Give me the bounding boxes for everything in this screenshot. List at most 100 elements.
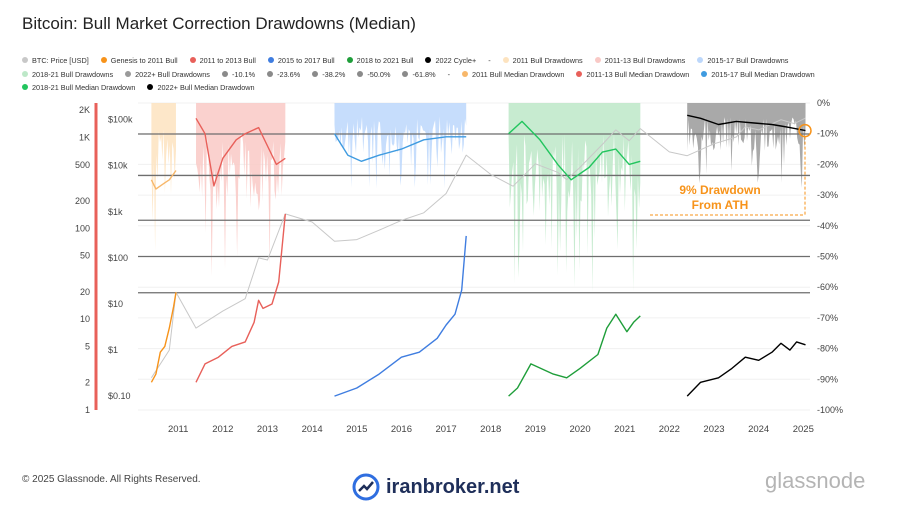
series-line bbox=[150, 292, 177, 383]
legend-label: 2011 to 2013 Bull bbox=[199, 56, 256, 65]
legend-label: - bbox=[488, 56, 491, 65]
legend-swatch-icon bbox=[402, 70, 409, 77]
legend-swatch-icon bbox=[357, 70, 364, 77]
brand-center-text: iranbroker.net bbox=[386, 475, 520, 498]
right-axis-tick-label: -80% bbox=[817, 344, 838, 354]
legend-swatch-icon bbox=[697, 57, 704, 64]
legend-item[interactable]: 2022 Cycle+ bbox=[425, 54, 476, 68]
right-axis-tick-label: -10% bbox=[817, 129, 838, 139]
drawdown-area bbox=[508, 103, 641, 292]
legend-swatch-icon bbox=[701, 70, 708, 77]
drawdown-area bbox=[196, 103, 286, 277]
right-axis-tick-label: -50% bbox=[817, 252, 838, 262]
series-line bbox=[334, 235, 467, 397]
brand-logo-icon bbox=[352, 473, 380, 501]
x-axis-tick-label: 2018 bbox=[480, 424, 501, 435]
legend-label: -23.6% bbox=[277, 69, 301, 79]
legend-label: Genesis to 2011 Bull bbox=[110, 56, 178, 65]
legend-item[interactable]: 2015 to 2017 Bull bbox=[267, 54, 335, 68]
left-axis-tick-label: 2K bbox=[79, 105, 90, 115]
series-line bbox=[150, 170, 177, 190]
legend-item[interactable]: 2011 to 2013 Bull bbox=[189, 54, 256, 68]
price-axis-tick-label: $0.10 bbox=[108, 391, 131, 401]
chart-title: Bitcoin: Bull Market Correction Drawdown… bbox=[22, 14, 416, 33]
legend-label: 2011-13 Bull Median Drawdown bbox=[586, 69, 690, 79]
right-axis-tick-label: -40% bbox=[817, 221, 838, 231]
legend-item[interactable]: -50.0% bbox=[357, 68, 390, 82]
legend-swatch-icon bbox=[22, 84, 28, 91]
x-axis-tick-label: 2025 bbox=[793, 424, 814, 435]
legend-item[interactable]: 2015-17 Bull Drawdowns bbox=[697, 54, 788, 68]
legend-item[interactable]: -38.2% bbox=[312, 68, 345, 82]
legend-item[interactable]: 2011-13 Bull Drawdowns bbox=[594, 54, 686, 68]
right-axis-tick-label: 0% bbox=[817, 98, 830, 108]
series-line bbox=[508, 120, 641, 181]
legend-swatch-icon bbox=[346, 57, 353, 64]
x-axis-tick-label: 2020 bbox=[569, 424, 590, 435]
legend-item[interactable]: 2018-21 Bull Drawdowns bbox=[22, 68, 113, 82]
legend-swatch-icon bbox=[267, 57, 274, 64]
x-axis-tick-label: 2024 bbox=[748, 424, 769, 435]
x-axis-tick-label: 2022 bbox=[659, 424, 680, 435]
legend-item[interactable]: 2018-21 Bull Median Drawdown bbox=[22, 81, 135, 95]
price-axis-tick-label: $100k bbox=[108, 115, 133, 125]
legend-item[interactable]: - bbox=[448, 68, 450, 82]
iranbroker-logo: iranbroker.net bbox=[352, 472, 519, 502]
legend-item[interactable]: 2022+ Bull Drawdowns bbox=[125, 68, 210, 82]
brand-right-text: glassnode bbox=[765, 468, 866, 493]
legend-label: -10.1% bbox=[231, 69, 256, 79]
legend-swatch-icon bbox=[594, 57, 601, 64]
x-axis-tick-label: 2011 bbox=[168, 424, 188, 435]
legend-label: - bbox=[447, 69, 451, 79]
legend-item[interactable]: 2022+ Bull Median Drawdown bbox=[147, 81, 255, 95]
legend-label: 2011-13 Bull Drawdowns bbox=[604, 56, 686, 65]
legend-label: -50.0% bbox=[367, 69, 391, 79]
drawdown-area bbox=[151, 103, 176, 251]
right-axis-tick-label: -70% bbox=[817, 313, 838, 323]
left-axis-tick-label: 50 bbox=[80, 251, 90, 261]
legend-item[interactable]: 2015-17 Bull Median Drawdown bbox=[701, 68, 815, 82]
legend-swatch-icon bbox=[576, 70, 583, 77]
legend-swatch-icon bbox=[312, 70, 319, 77]
annotation-text: From ATH bbox=[692, 198, 749, 212]
legend-item[interactable]: -10.1% bbox=[221, 68, 256, 82]
series-line bbox=[508, 313, 641, 397]
legend-item[interactable]: BTC: Price [USD] bbox=[22, 54, 89, 68]
left-axis-tick-label: 2 bbox=[85, 378, 90, 388]
right-axis-tick-label: -100% bbox=[817, 405, 843, 415]
legend-item[interactable]: Genesis to 2011 Bull bbox=[100, 54, 178, 68]
x-axis-tick-label: 2023 bbox=[703, 424, 724, 435]
chart-legend: BTC: Price [USD] Genesis to 2011 Bull 2011… bbox=[22, 54, 882, 95]
left-axis-tick-label: 1 bbox=[85, 405, 90, 415]
legend-item[interactable]: -61.8% bbox=[402, 68, 436, 82]
legend-item[interactable]: -23.6% bbox=[267, 68, 300, 82]
legend-label: 2015-17 Bull Drawdowns bbox=[707, 56, 789, 65]
x-axis-tick-label: 2012 bbox=[212, 424, 233, 435]
x-axis-tick-label: 2013 bbox=[257, 424, 278, 435]
right-axis-tick-label: -90% bbox=[817, 374, 838, 384]
footer-copyright: © 2025 Glassnode. All Rights Reserved. bbox=[22, 474, 201, 485]
left-axis-tick-label: 500 bbox=[75, 160, 90, 170]
legend-item[interactable]: 2011 Bull Median Drawdown bbox=[462, 68, 564, 82]
legend-swatch-icon bbox=[22, 70, 28, 77]
legend-item[interactable]: 2011-13 Bull Median Drawdown bbox=[576, 68, 689, 82]
legend-swatch-icon bbox=[147, 84, 154, 91]
legend-item[interactable]: 2018 to 2021 Bull bbox=[346, 54, 413, 68]
legend-item[interactable]: 2011 Bull Drawdowns bbox=[502, 54, 583, 68]
right-axis-tick-label: -60% bbox=[817, 282, 838, 292]
left-axis-tick-label: 200 bbox=[75, 196, 90, 206]
x-axis-tick-label: 2014 bbox=[302, 424, 323, 435]
legend-swatch-icon bbox=[267, 70, 274, 77]
legend-swatch-icon bbox=[221, 70, 228, 77]
x-axis-tick-label: 2019 bbox=[525, 424, 546, 435]
x-axis-tick-label: 2015 bbox=[346, 424, 367, 435]
price-axis-tick-label: $100 bbox=[108, 253, 128, 263]
x-axis-tick-label: 2021 bbox=[614, 424, 635, 435]
series-line bbox=[195, 213, 286, 383]
legend-swatch-icon bbox=[502, 57, 509, 64]
legend-label: 2011 Bull Median Drawdown bbox=[472, 69, 565, 79]
legend-label: BTC: Price [USD] bbox=[32, 56, 89, 65]
left-axis-tick-label: 100 bbox=[75, 223, 90, 233]
legend-item[interactable]: - bbox=[488, 54, 490, 68]
right-axis-tick-label: -30% bbox=[817, 190, 838, 200]
